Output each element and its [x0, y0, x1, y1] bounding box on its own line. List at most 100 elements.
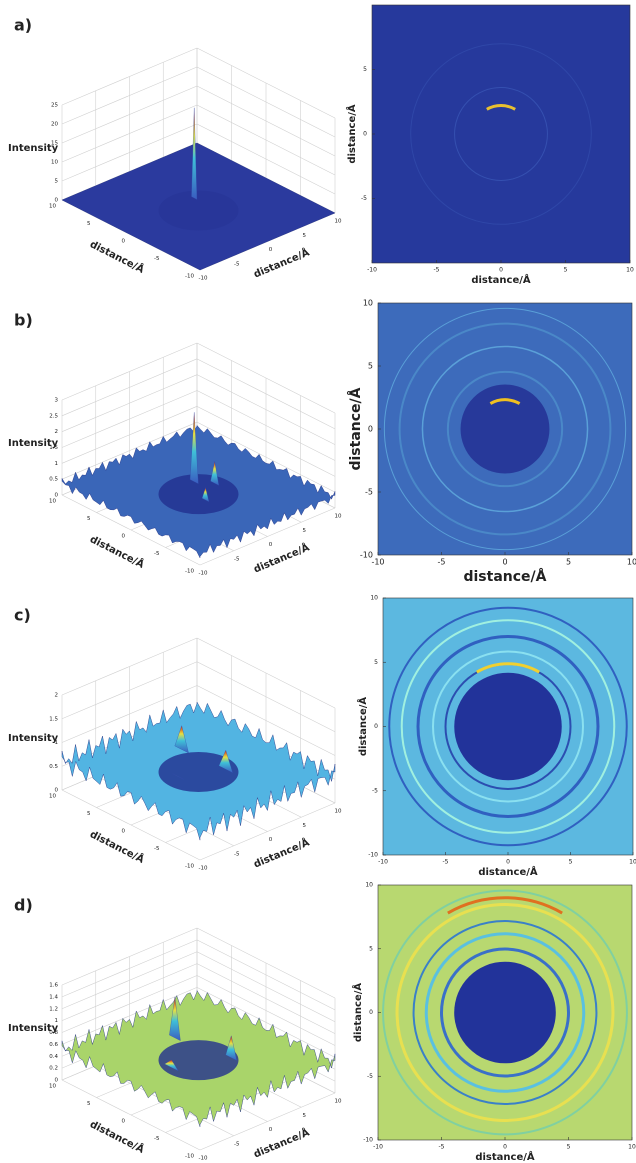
x-tick-label: -5	[434, 267, 440, 274]
heatmap	[372, 5, 630, 263]
z-axis-label: Intensity	[8, 438, 59, 449]
x-tick-label: -10	[371, 558, 384, 567]
x-axis-label: distance/Å	[251, 835, 311, 870]
x-tick-label: 0	[269, 837, 273, 843]
y-tick-label: 0	[122, 829, 126, 835]
y-tick-label: 5	[87, 516, 91, 522]
z-tick-label: 1.6	[49, 983, 58, 989]
panel-label: b)	[14, 311, 33, 330]
y-tick-label: 10	[365, 882, 373, 889]
y-axis-label: distance/Å	[88, 532, 147, 571]
x-tick-label: 5	[566, 558, 571, 567]
x-tick-label: -10	[199, 276, 208, 282]
z-tick-label: 0.6	[49, 1042, 58, 1048]
z-tick-label: 1	[55, 461, 59, 467]
y-tick-label: -10	[360, 551, 373, 560]
x-tick-label: -5	[438, 558, 446, 567]
x-tick-label: 5	[303, 233, 307, 239]
x-tick-label: -5	[234, 851, 240, 857]
x-tick-label: 5	[303, 528, 307, 534]
figure: a)0510152025-10-50510-10-50510Intensityd…	[0, 0, 636, 1163]
z-axis-label: Intensity	[8, 1023, 59, 1034]
y-tick-label: 0	[368, 425, 373, 434]
surface-well	[159, 474, 239, 514]
z-tick-label: 0.5	[49, 764, 58, 770]
y-tick-label: -10	[185, 274, 194, 280]
heatmap	[378, 303, 632, 555]
z-tick-label: 10	[51, 160, 58, 166]
x-tick-label: -10	[199, 1156, 208, 1162]
y-tick-label: -5	[154, 551, 160, 557]
x-tick-label: 5	[303, 823, 307, 829]
z-tick-label: 20	[51, 122, 58, 128]
y-tick-label: 0	[374, 723, 378, 730]
z-tick-label: 1.5	[49, 716, 58, 722]
z-tick-label: 5	[55, 179, 59, 185]
x-axis-label: distance/Å	[251, 1125, 311, 1160]
y-axis-label: distance/Å	[88, 237, 147, 276]
y-tick-label: -5	[365, 488, 373, 497]
y-tick-label: -10	[185, 864, 194, 870]
x-tick-label: 10	[335, 809, 342, 815]
x-tick-label: 0	[499, 267, 503, 274]
panel-label: c)	[14, 606, 31, 625]
y-axis-label: distance/Å	[351, 983, 364, 1043]
x-tick-label: 0	[506, 859, 510, 866]
x-tick-label: 10	[335, 1099, 342, 1105]
heatmap	[383, 598, 633, 855]
heatmap-core	[454, 673, 562, 781]
y-tick-label: -5	[367, 1073, 373, 1080]
panel-label: d)	[14, 896, 33, 915]
x-tick-label: 0	[269, 542, 273, 548]
x-tick-label: 0	[503, 1144, 507, 1151]
y-axis-label: distance/Å	[347, 387, 364, 470]
y-tick-label: -5	[154, 1136, 160, 1142]
x-tick-label: -5	[234, 556, 240, 562]
y-tick-label: 10	[49, 499, 56, 505]
x-axis-label: distance/Å	[478, 865, 538, 878]
x-tick-label: 10	[626, 267, 634, 274]
x-tick-label: 5	[567, 1144, 571, 1151]
x-tick-label: 10	[335, 219, 342, 225]
y-tick-label: -5	[154, 256, 160, 262]
y-tick-label: 5	[87, 1101, 91, 1107]
z-tick-label: 2	[55, 429, 59, 435]
y-tick-label: -5	[154, 846, 160, 852]
y-axis-label: distance/Å	[356, 697, 369, 757]
y-tick-label: 10	[49, 1084, 56, 1090]
x-tick-label: -5	[439, 1144, 445, 1151]
panel-label: a)	[14, 16, 32, 35]
y-tick-label: -5	[372, 787, 378, 794]
y-tick-label: -10	[185, 569, 194, 575]
y-tick-label: -10	[368, 852, 378, 859]
y-axis-label: distance/Å	[88, 827, 147, 866]
x-tick-label: 0	[502, 558, 507, 567]
y-tick-label: 5	[369, 945, 373, 952]
x-tick-label: -10	[367, 267, 377, 274]
y-axis-label: distance/Å	[345, 104, 358, 164]
y-tick-label: 5	[363, 66, 367, 73]
y-tick-label: 5	[374, 659, 378, 666]
z-tick-label: 1.2	[49, 1006, 58, 1012]
z-tick-label: 3	[55, 398, 59, 404]
x-tick-label: -10	[199, 571, 208, 577]
y-tick-label: 0	[369, 1009, 373, 1016]
x-tick-label: 10	[629, 859, 636, 866]
surface-well	[159, 191, 239, 231]
x-tick-label: 10	[335, 514, 342, 520]
x-tick-label: 0	[269, 247, 273, 253]
y-tick-label: 10	[363, 299, 373, 308]
x-tick-label: -5	[234, 261, 240, 267]
y-tick-label: 5	[87, 221, 91, 227]
x-tick-label: 10	[627, 558, 636, 567]
y-tick-label: 10	[49, 794, 56, 800]
y-axis-label: distance/Å	[88, 1117, 147, 1156]
z-tick-label: 2.5	[49, 413, 58, 419]
z-tick-label: 25	[51, 103, 58, 109]
y-tick-label: -10	[363, 1137, 373, 1144]
x-tick-label: 5	[303, 1113, 307, 1119]
y-tick-label: -10	[185, 1154, 194, 1160]
heatmap-core	[454, 962, 556, 1064]
y-tick-label: 0	[363, 131, 367, 138]
z-axis-label: Intensity	[8, 143, 59, 154]
